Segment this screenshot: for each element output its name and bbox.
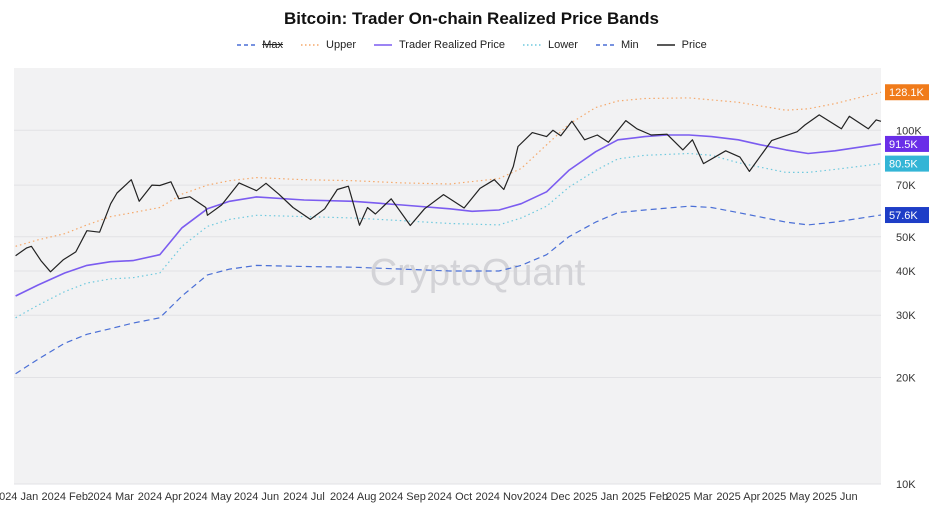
legend-item-min[interactable]: Min <box>595 39 639 51</box>
x-tick-2025-mar: 2025 Mar <box>666 491 713 503</box>
x-tick-2025-may: 2025 May <box>762 491 811 503</box>
x-tick-2024-jan: 2024 Jan <box>0 491 38 503</box>
y-tick-30k: 30K <box>896 310 916 322</box>
x-tick-2024-nov: 2024 Nov <box>475 491 523 503</box>
badge-trader-realized-price <box>885 135 929 152</box>
x-tick-2024-aug: 2024 Aug <box>330 491 377 503</box>
legend-item-trader-realized-price[interactable]: Trader Realized Price <box>373 39 505 51</box>
x-tick-2024-sep: 2024 Sep <box>379 491 426 503</box>
x-tick-2024-dec: 2024 Dec <box>523 491 571 503</box>
x-tick-2024-mar: 2024 Mar <box>87 491 134 503</box>
legend-label-lower: Lower <box>547 39 578 51</box>
y-tick-20k: 20K <box>896 373 916 385</box>
legend-swatch-max <box>237 44 256 46</box>
plot-area <box>14 68 881 484</box>
legend-label-price: Price <box>681 39 707 51</box>
x-tick-2024-may: 2024 May <box>183 491 232 503</box>
x-tick-2024-apr: 2024 Apr <box>138 491 182 503</box>
badge-lower <box>885 155 929 172</box>
x-tick-2025-apr: 2025 Apr <box>716 491 760 503</box>
legend-item-lower[interactable]: Lower <box>522 39 578 51</box>
x-tick-2025-jun: 2025 Jun <box>812 491 857 503</box>
badge-label-min: 57.6K <box>889 210 918 222</box>
series-line-min <box>15 205 882 375</box>
watermark: CryptoQuant <box>370 252 586 294</box>
y-tick-10k: 10K <box>896 479 916 491</box>
legend-item-upper[interactable]: Upper <box>300 39 356 51</box>
y-tick-100k: 100K <box>896 125 922 137</box>
legend-label-upper: Upper <box>326 39 356 51</box>
legend-label-max: Max <box>262 39 284 51</box>
x-tick-2025-feb: 2025 Feb <box>622 491 668 503</box>
legend-swatch-trader-realized-price <box>374 44 392 46</box>
legend-swatch-lower <box>522 44 541 46</box>
badge-upper <box>885 84 929 101</box>
badge-label-trader-realized-price: 91.5K <box>889 139 918 151</box>
chart-title: Bitcoin: Trader On-chain Realized Price … <box>283 9 660 28</box>
chart-legend: Max Upper Trader Realized Price Lower Min Pri… <box>0 39 943 51</box>
badge-min <box>885 207 929 224</box>
legend-item-price[interactable]: Price <box>656 39 707 51</box>
legend-label-trader-realized-price: Trader Realized Price <box>399 39 505 51</box>
y-tick-40k: 40K <box>896 266 916 278</box>
x-tick-2024-jul: 2024 Jul <box>283 491 325 503</box>
legend-swatch-min <box>595 44 614 46</box>
series-line-price <box>15 114 882 273</box>
badge-label-upper: 128.1K <box>889 87 925 99</box>
legend-label-min: Min <box>620 39 639 51</box>
x-tick-2024-jun: 2024 Jun <box>234 491 279 503</box>
series-line-lower <box>15 152 882 319</box>
legend-swatch-upper <box>301 44 320 46</box>
legend-swatch-price <box>656 44 675 46</box>
badge-label-lower: 80.5K <box>889 159 918 171</box>
legend-item-max[interactable]: Max <box>236 39 283 51</box>
y-tick-70k: 70K <box>896 180 916 192</box>
x-tick-2024-oct: 2024 Oct <box>428 491 473 503</box>
series-line-trader-realized-price <box>15 134 882 297</box>
x-tick-2025-jan: 2025 Jan <box>573 491 618 503</box>
x-tick-2024-feb: 2024 Feb <box>41 491 87 503</box>
y-tick-50k: 50K <box>896 232 916 244</box>
